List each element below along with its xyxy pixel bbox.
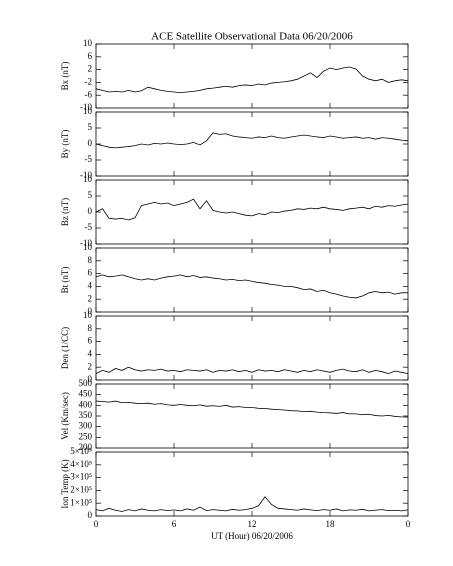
y-tick-label: 0 [88, 306, 93, 316]
panel-frame [95, 383, 409, 449]
y-axis-label: Vel (Km/sec) [60, 392, 70, 440]
y-tick-label: 0 [88, 510, 93, 520]
y-tick-label: 4×10⁵ [70, 459, 92, 469]
y-tick-label: 4 [88, 348, 93, 358]
y-tick-label: 8 [88, 323, 93, 333]
y-tick-label: 250 [79, 431, 93, 441]
x-tick-label: 0 [406, 519, 411, 529]
y-tick-label: -10 [80, 102, 92, 112]
y-tick-label: 2 [88, 293, 93, 303]
y-axis-label: Bz (nT) [60, 198, 70, 226]
data-line [95, 132, 409, 149]
panel-frame [95, 43, 409, 109]
y-tick-label: 400 [79, 399, 93, 409]
y-tick-label: -5 [85, 154, 93, 164]
panel-frame [95, 179, 409, 245]
y-tick-label: 500 [79, 378, 93, 388]
y-tick-label: 450 [79, 389, 93, 399]
y-axis-label: Bx (nT) [60, 62, 70, 91]
data-line [95, 496, 409, 512]
y-axis-label: Bt (nT) [60, 267, 70, 294]
y-tick-label: 2 [88, 64, 93, 74]
x-tick-label: 6 [172, 519, 177, 529]
y-tick-label: 4 [88, 280, 93, 290]
y-tick-label: 6 [88, 336, 93, 346]
y-tick-label: 3×10⁵ [70, 472, 92, 482]
y-tick-label: 5×10⁵ [70, 446, 92, 456]
data-line [95, 66, 409, 94]
y-tick-label: 10 [83, 242, 93, 252]
y-axis-label: By (nT) [60, 130, 70, 159]
y-tick-label: 200 [79, 442, 93, 452]
y-tick-label: 10 [83, 106, 93, 116]
y-tick-label: 5 [88, 190, 93, 200]
y-tick-label: 0 [88, 138, 93, 148]
y-axis-label: Ion Temp (K) [60, 459, 70, 508]
y-tick-label: -10 [80, 238, 92, 248]
panel-frame [95, 451, 409, 517]
y-tick-label: 350 [79, 410, 93, 420]
x-axis-label: UT (Hour) 06/20/2006 [211, 531, 293, 541]
y-tick-label: 0 [88, 374, 93, 384]
y-tick-label: 2×10⁵ [70, 484, 92, 494]
y-tick-label: 5 [88, 122, 93, 132]
y-tick-label: 6 [88, 51, 93, 61]
y-tick-label: 6 [88, 268, 93, 278]
y-axis-label: Den (1/CC) [60, 327, 70, 369]
data-line [95, 400, 409, 418]
y-tick-label: 1×10⁵ [70, 497, 92, 507]
y-tick-label: 2 [88, 361, 93, 371]
y-tick-label: 10 [83, 310, 93, 320]
y-tick-label: -5 [85, 222, 93, 232]
y-tick-label: 0 [88, 206, 93, 216]
chart-title: ACE Satellite Observational Data 06/20/2… [151, 31, 353, 43]
y-tick-label: -10 [80, 170, 92, 180]
data-line [95, 274, 408, 299]
y-tick-label: -2 [85, 76, 93, 86]
data-line [95, 366, 409, 375]
y-tick-label: 8 [88, 255, 93, 265]
x-tick-label: 18 [326, 519, 336, 529]
x-tick-label: 0 [94, 519, 99, 529]
y-tick-label: 10 [83, 174, 93, 184]
x-tick-label: 12 [248, 519, 257, 529]
y-tick-label: 300 [79, 421, 93, 431]
y-tick-label: -6 [85, 89, 93, 99]
data-line [95, 198, 409, 221]
y-tick-label: 10 [83, 38, 93, 48]
